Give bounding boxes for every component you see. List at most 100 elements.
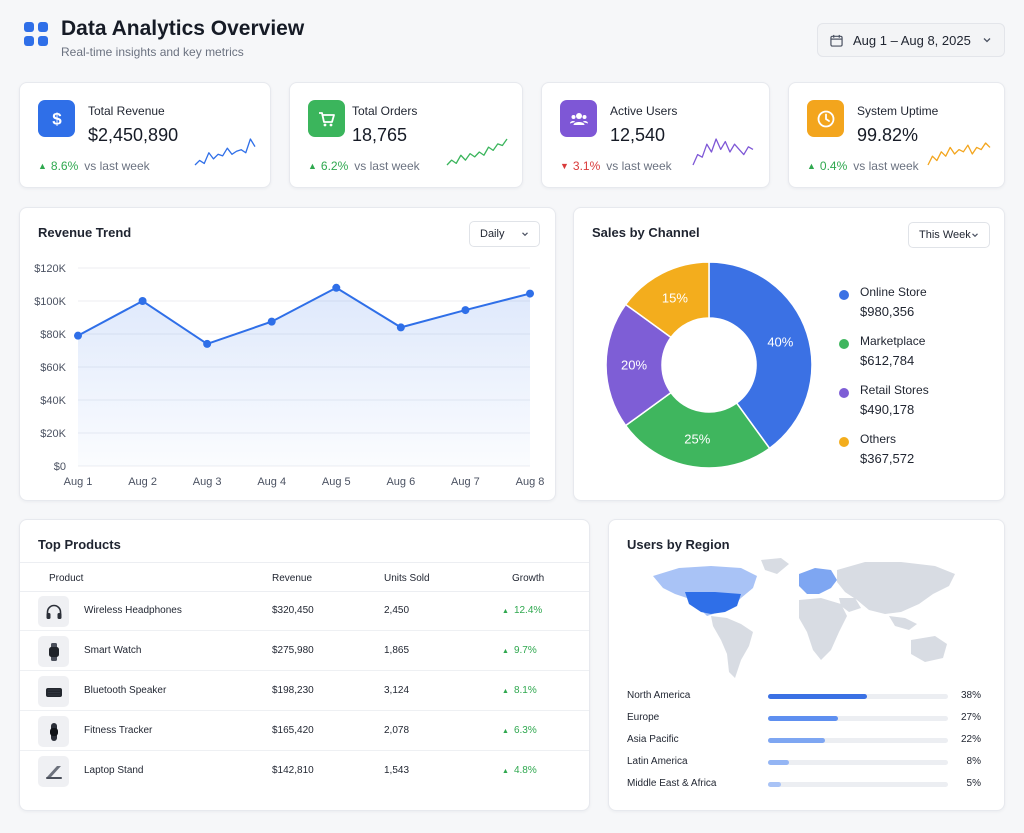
table-row[interactable]: Fitness Tracker $165,420 2,078 ▲ 6.3% [20, 711, 589, 751]
trend-up-icon: ▲ [807, 161, 816, 171]
revenue-point [461, 306, 470, 315]
sparkline [194, 138, 256, 166]
x-tick-label: Aug 2 [128, 476, 157, 488]
donut-slice [605, 303, 673, 427]
product-revenue: $275,980 [272, 645, 314, 656]
kpi-delta: ▼ 3.1% vs last week [560, 159, 672, 173]
trend-up-icon: ▲ [308, 161, 317, 171]
product-growth-value: 12.4% [513, 605, 543, 616]
page-subtitle: Real-time insights and key metrics [61, 45, 244, 59]
kpi-card-users: Active Users 12,540 ▼ 3.1% vs last week [541, 82, 770, 188]
donut-slice [624, 391, 771, 469]
product-name: Fitness Tracker [84, 725, 153, 736]
table-row[interactable]: Wireless Headphones $320,450 2,450 ▲ 12.4… [20, 591, 589, 631]
table-row[interactable]: Laptop Stand $142,810 1,543 ▲ 4.8% [20, 751, 589, 791]
legend-value: $367,572 [860, 451, 915, 466]
product-revenue: $165,420 [272, 725, 314, 736]
y-tick-label: $60K [40, 362, 66, 374]
table-row[interactable]: Bluetooth Speaker $198,230 3,124 ▲ 8.1% [20, 671, 589, 711]
region-row: Middle East & Africa 5% [627, 776, 987, 794]
chevron-down-icon [522, 232, 528, 237]
sparkline [927, 142, 991, 166]
calendar-icon [830, 34, 843, 47]
legend-value: $490,178 [860, 402, 915, 417]
sales-by-channel-card: Sales by Channel This Week 40% 25% 20% 15% … [573, 207, 1005, 501]
region-row: Latin America 8% [627, 754, 987, 772]
product-revenue: $142,810 [272, 765, 314, 776]
region-progress-track [768, 694, 948, 699]
sparkline-path [692, 138, 754, 166]
kpi-delta: ▲ 0.4% vs last week [807, 159, 919, 173]
region-percentage: 38% [960, 690, 981, 701]
date-range-picker[interactable]: Aug 1 – Aug 8, 2025 [817, 23, 1005, 57]
table-header: Product Revenue Units Sold Growth [20, 562, 589, 592]
legend-swatch [839, 339, 849, 349]
product-growth-value: 6.3% [513, 725, 537, 736]
users-by-region-card: Users by Region North America 38% Europe… [608, 519, 1005, 811]
region-percentage: 22% [960, 734, 981, 745]
kpi-value: 99.82% [857, 125, 919, 145]
card-title: Revenue Trend [38, 225, 132, 240]
column-header-product[interactable]: Product [49, 573, 84, 584]
sales-donut-chart: 40% 25% 20% 15% [605, 261, 813, 469]
legend-swatch [839, 437, 849, 447]
column-header-growth[interactable]: Growth [512, 573, 545, 584]
period-select[interactable]: This Week [908, 222, 990, 248]
product-revenue: $198,230 [272, 685, 314, 696]
donut-slice [624, 261, 710, 339]
x-tick-label: Aug 3 [193, 476, 222, 488]
region-name: Latin America [627, 756, 688, 767]
region-progress-track [768, 738, 948, 743]
region-progress-track [768, 716, 948, 721]
donut-slice-label: 25% [684, 432, 710, 447]
y-tick-label: $40K [40, 395, 66, 407]
table-row[interactable]: Smart Watch $275,980 1,865 ▲ 9.7% [20, 631, 589, 671]
revenue-point [138, 297, 147, 305]
map-region-southeast-asia [889, 616, 917, 630]
trend-up-icon: ▲ [502, 728, 509, 735]
product-growth: ▲ 9.7% [502, 645, 537, 656]
region-name: North America [627, 690, 691, 701]
region-name: Middle East & Africa [627, 778, 717, 789]
headphones-icon [38, 596, 69, 627]
region-progress-track [768, 760, 948, 765]
product-name: Wireless Headphones [84, 605, 182, 616]
column-header-units[interactable]: Units Sold [384, 573, 430, 584]
revenue-point [332, 283, 341, 292]
column-header-revenue[interactable]: Revenue [272, 573, 313, 584]
x-tick-label: Aug 1 [64, 476, 93, 488]
product-growth-value: 9.7% [513, 645, 537, 656]
region-progress-bar [768, 782, 781, 787]
trend-up-icon: ▲ [38, 161, 47, 171]
region-row: North America 38% [627, 688, 987, 706]
legend-label: Others [860, 432, 897, 446]
product-units: 2,078 [384, 725, 410, 736]
region-progress-bar [768, 694, 868, 699]
kpi-value: $2,450,890 [88, 125, 179, 145]
product-name: Laptop Stand [84, 765, 144, 776]
laptop-stand-icon [38, 756, 69, 787]
period-select[interactable]: Daily [469, 221, 540, 247]
map-region-asia [837, 562, 955, 614]
donut-slice [708, 261, 813, 450]
trend-up-icon: ▲ [502, 688, 509, 695]
kpi-delta: ▲ 6.2% vs last week [308, 159, 420, 173]
revenue-line-chart: $0 $20K $40K $60K $80K $100K $120K Aug 1 Aug 2 Au… [34, 263, 544, 488]
chevron-down-icon [983, 38, 991, 43]
period-select-label: Daily [480, 228, 505, 240]
product-growth: ▲ 12.4% [502, 605, 542, 616]
kpi-delta-context: vs last week [853, 159, 919, 173]
kpi-delta-context: vs last week [606, 159, 672, 173]
map-region-africa [799, 598, 847, 660]
page-title: Data Analytics Overview [61, 17, 305, 40]
region-row: Europe 27% [627, 710, 987, 728]
kpi-label: System Uptime [857, 104, 939, 118]
legend-label: Marketplace [860, 334, 926, 348]
trend-down-icon: ▼ [560, 161, 569, 171]
clock-icon [807, 100, 844, 137]
revenue-trend-card: Revenue Trend Daily $0 $20K $40K $60K $80K $1… [19, 207, 556, 501]
donut-slice-label: 20% [621, 358, 647, 373]
region-progress-bar [768, 738, 826, 743]
product-name: Smart Watch [84, 645, 142, 656]
kpi-delta-value: 8.6% [50, 159, 79, 173]
